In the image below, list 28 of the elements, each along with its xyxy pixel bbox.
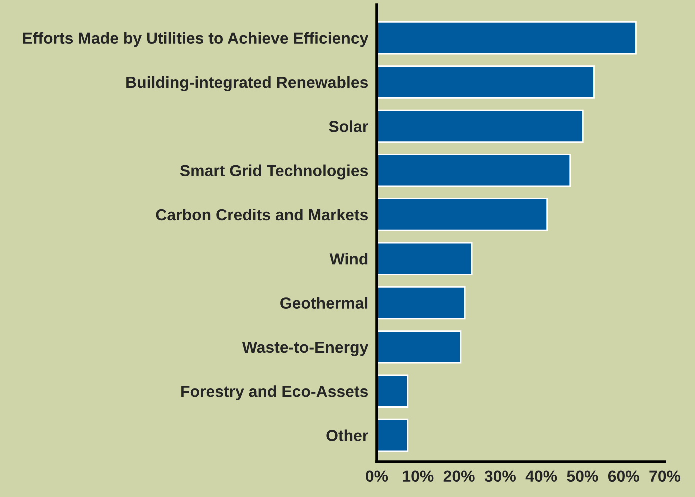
bar: [377, 22, 637, 55]
x-tick-label: 20%: [444, 470, 475, 482]
y-tick-label: Solar: [329, 120, 368, 132]
x-tick-label: 30%: [484, 470, 516, 482]
y-tick-label: Carbon Credits and Markets: [156, 208, 368, 221]
bar: [377, 110, 584, 144]
bar: [377, 374, 409, 408]
x-tick-label: 0%: [366, 470, 388, 482]
y-tick-label: Smart Grid Technologies: [180, 164, 368, 180]
bar: [377, 418, 409, 452]
y-tick-label: Wind: [330, 253, 368, 265]
x-tick-label: 60%: [608, 470, 640, 482]
y-tick-label: Building-integrated Renewables: [126, 76, 368, 92]
bar: [377, 66, 595, 99]
x-tick-label: 10%: [403, 470, 434, 482]
bar: [377, 198, 548, 232]
bar: [377, 154, 572, 188]
bar: [377, 286, 466, 320]
x-tick-label: 40%: [526, 470, 558, 482]
y-tick-label: Other: [326, 430, 368, 442]
y-tick-label: Geothermal: [280, 297, 368, 309]
x-tick-label: 50%: [567, 470, 598, 482]
y-tick-label: Waste-to-Energy: [242, 342, 369, 356]
y-tick-label: Efforts Made by Utilities to Achieve Efficiency: [23, 32, 369, 48]
x-tick-label: 70%: [650, 470, 681, 482]
bar: [377, 242, 473, 276]
bar: [377, 330, 462, 364]
y-tick-label: Forestry and Eco-Assets: [182, 386, 368, 400]
